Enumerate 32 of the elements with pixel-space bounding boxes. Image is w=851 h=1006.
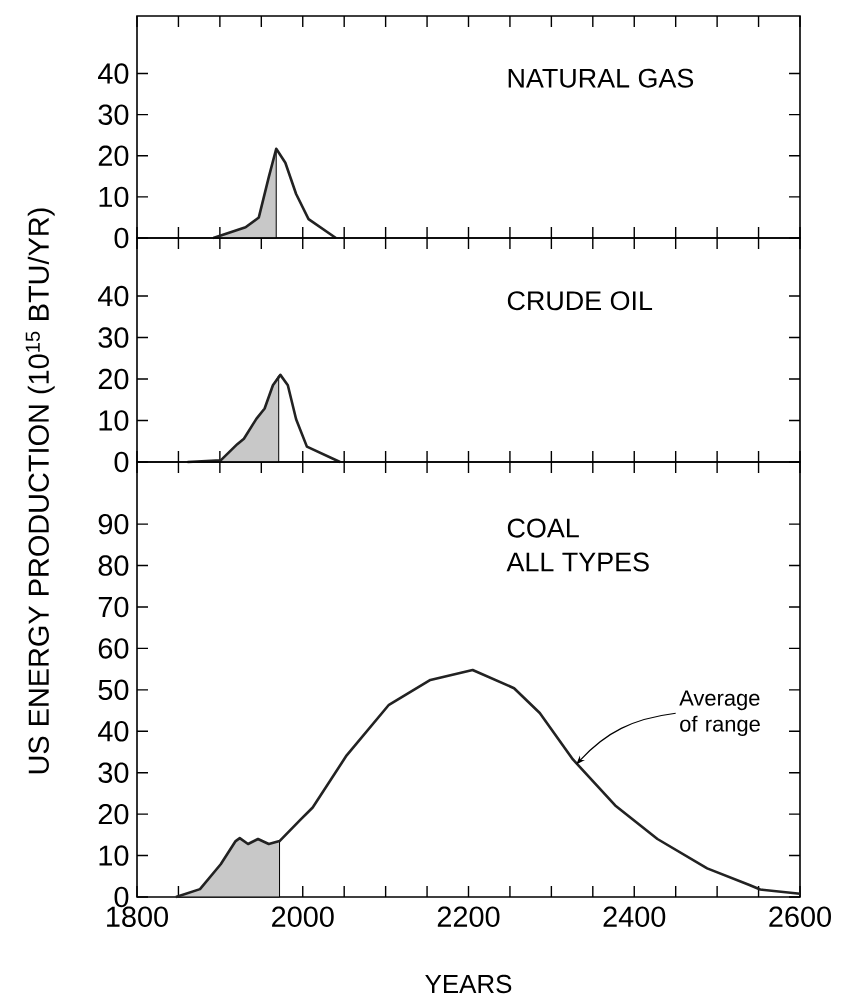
- text: CRUDE OIL: [507, 291, 653, 311]
- x-tick-label: 2000: [272, 906, 334, 927]
- annotation: Average of range: [679, 690, 760, 737]
- y-tick-label: 0: [114, 886, 129, 908]
- x-tick-label: 2400: [603, 906, 666, 927]
- y-tick-label: 10: [99, 845, 129, 866]
- text: NATURAL GAS: [508, 68, 694, 88]
- y-tick-label: 70: [98, 596, 129, 618]
- y-tick-label: 0: [114, 227, 129, 249]
- y-tick-label: 40: [98, 63, 129, 84]
- x-tick-label: 1800: [107, 906, 168, 927]
- y-tick-label: 90: [98, 513, 129, 535]
- y-tick-label: 10: [99, 186, 129, 208]
- y-tick-label: 10: [99, 410, 129, 431]
- y-axis-title: US ENERGY PRODUCTION (10$^{15}$ BTU/YR): [25, 208, 55, 774]
- x-tick-label: 2200: [437, 906, 500, 927]
- text: ALL TYPES: [506, 552, 649, 572]
- text: COAL: [507, 518, 579, 538]
- y-tick-label: 40: [98, 721, 129, 742]
- x-tick-label: 2600: [769, 906, 831, 927]
- y-tick-label: 30: [98, 327, 129, 348]
- x-axis-title: YEARS: [425, 974, 512, 994]
- y-tick-label: 40: [98, 285, 129, 307]
- y-tick-label: 20: [98, 145, 129, 166]
- y-tick-label: 20: [98, 368, 129, 390]
- y-tick-label: 30: [98, 762, 129, 783]
- y-tick-label: 50: [98, 679, 129, 701]
- y-tick-label: 80: [98, 555, 129, 576]
- y-tick-label: 60: [98, 638, 129, 659]
- y-tick-label: 30: [98, 104, 129, 125]
- y-tick-label: 0: [114, 451, 129, 473]
- y-tick-label: 20: [98, 803, 129, 825]
